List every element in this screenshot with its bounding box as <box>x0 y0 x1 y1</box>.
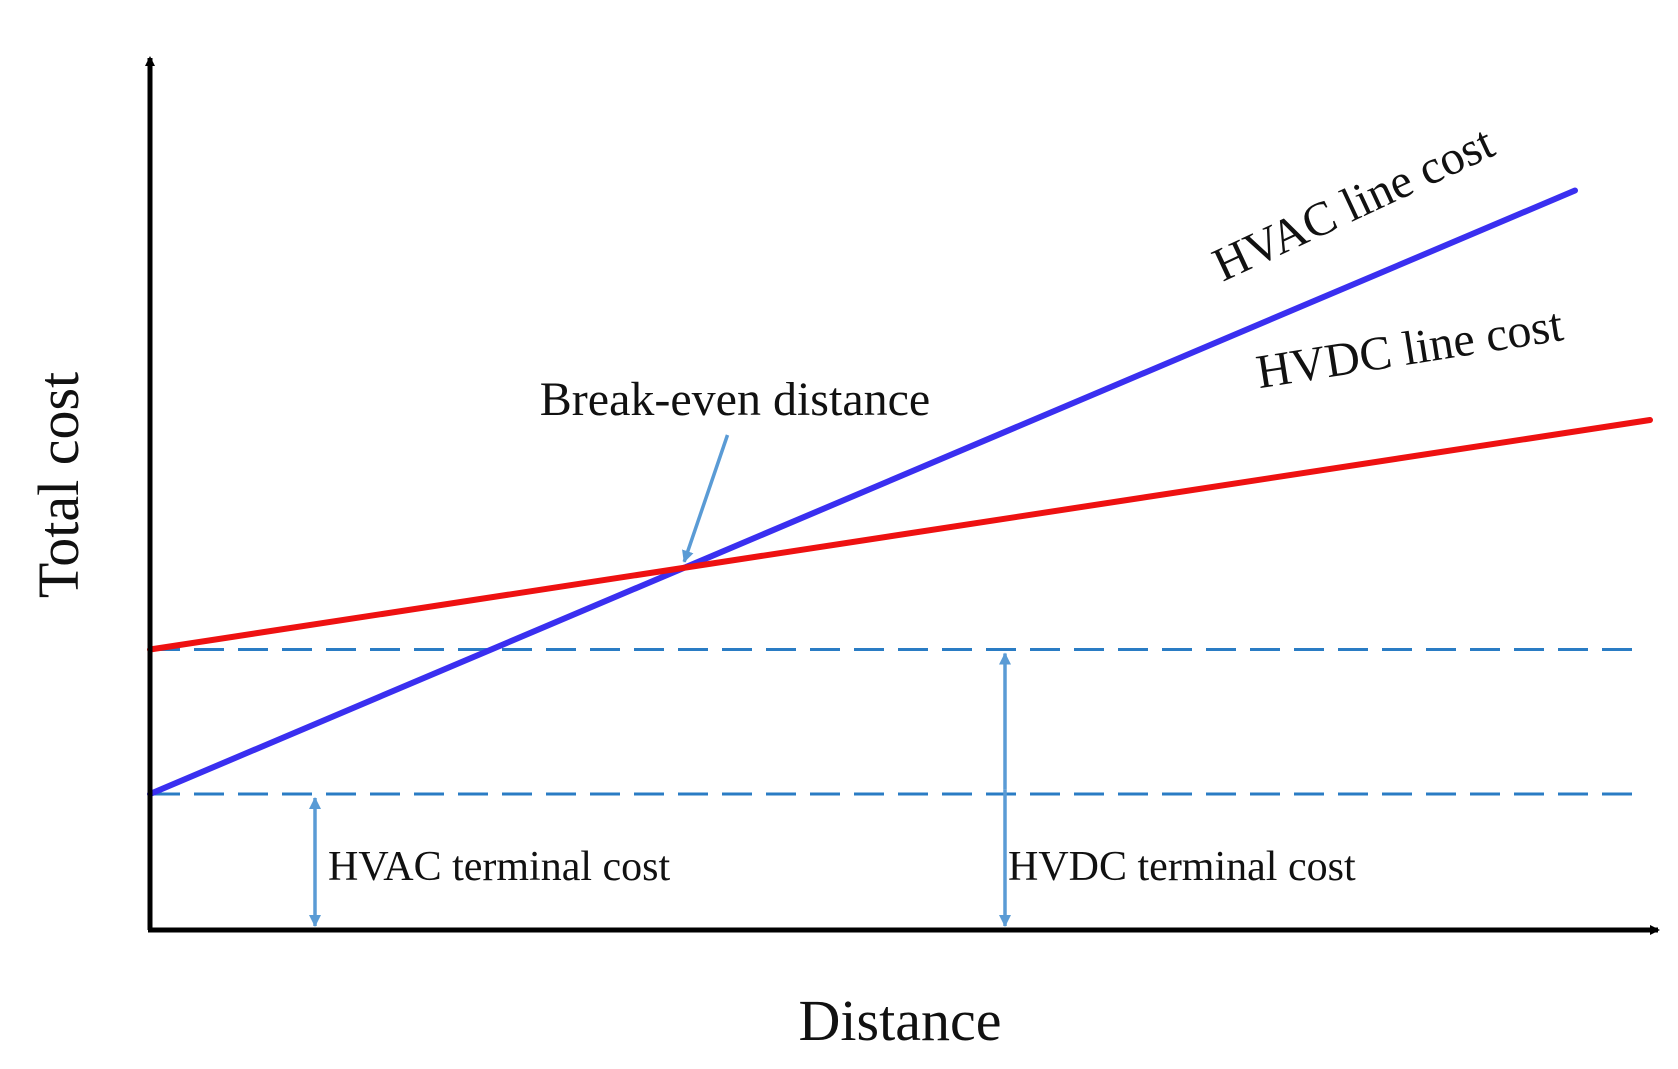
hvac-line-label: HVAC line cost <box>1205 116 1503 292</box>
hvdc-terminal-label: HVDC terminal cost <box>1008 844 1356 890</box>
break-even-label: Break-even distance <box>540 373 930 426</box>
x-axis-label: Distance <box>799 988 1002 1053</box>
terminal-cost-dashed-lines <box>150 648 1640 796</box>
hvdc-line-label: HVDC line cost <box>1253 298 1567 399</box>
break-even-arrow <box>682 434 730 563</box>
annotation-arrows <box>309 434 1011 927</box>
hvac-line <box>147 187 1578 797</box>
y-axis-label: Total cost <box>26 372 91 598</box>
hvdc-line <box>147 417 1653 653</box>
hvac-terminal-label: HVAC terminal cost <box>328 844 671 890</box>
series-lines <box>147 187 1653 797</box>
